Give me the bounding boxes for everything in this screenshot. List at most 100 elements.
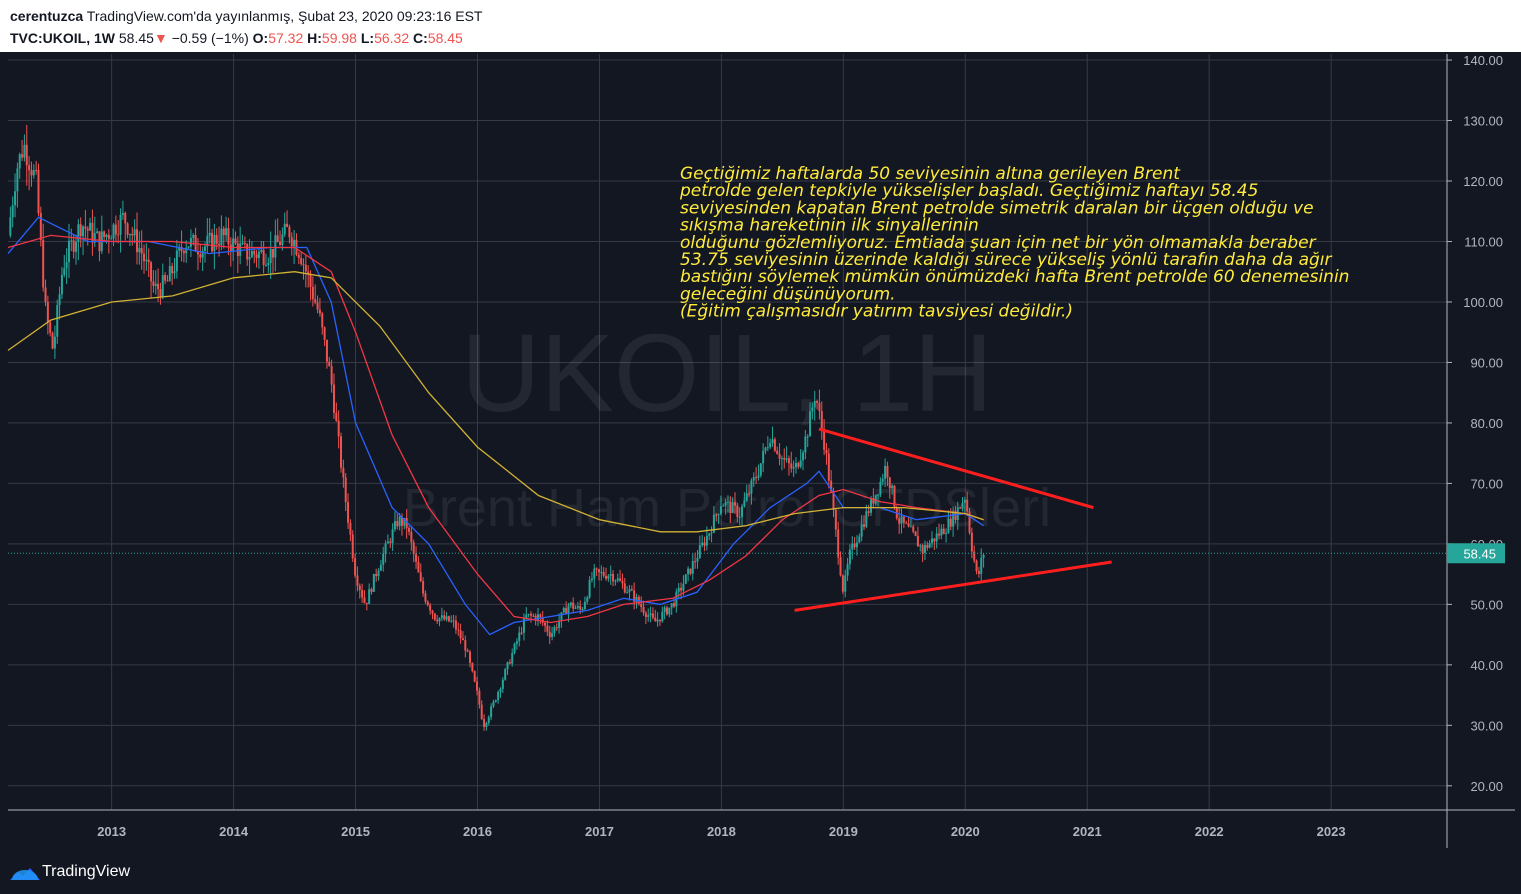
- chart-header: cerentuzca TradingView.com'da yayınlanmı…: [0, 0, 1521, 52]
- candle-body: [722, 505, 725, 507]
- candle-body: [544, 622, 547, 626]
- candle-body: [872, 498, 875, 504]
- candle-body: [520, 632, 523, 634]
- candle-body: [586, 597, 589, 602]
- candle-body: [201, 250, 204, 258]
- candle-body: [187, 246, 190, 248]
- candle-body: [792, 467, 795, 469]
- candle-body: [912, 526, 915, 532]
- y-axis-tick-label: 140.00: [1463, 53, 1503, 68]
- candle-body: [164, 275, 167, 281]
- candle-body: [515, 641, 518, 644]
- candle-body: [60, 274, 63, 295]
- candle-body: [719, 506, 722, 515]
- candle-body: [422, 581, 425, 594]
- candle-body: [492, 701, 495, 707]
- candle-body: [365, 602, 368, 604]
- candle-body: [49, 322, 52, 333]
- candle-body: [614, 580, 617, 582]
- candle-body: [694, 561, 697, 563]
- candle-body: [70, 240, 73, 242]
- candle-body: [518, 632, 521, 642]
- candle-body: [670, 603, 673, 608]
- candle-body: [377, 570, 380, 577]
- candle-body: [145, 259, 148, 262]
- candle-body: [203, 246, 206, 251]
- candle-body: [419, 572, 422, 582]
- price-chart[interactable]: 20.0030.0040.0050.0060.0070.0080.0090.00…: [0, 52, 1521, 852]
- candle-body: [680, 587, 683, 591]
- candle-body: [717, 514, 720, 516]
- candle-body: [844, 575, 847, 592]
- last-price-tag: [1447, 543, 1505, 564]
- candle-body: [794, 463, 797, 468]
- candle-body: [938, 533, 941, 536]
- tradingview-brand[interactable]: TradingView: [42, 863, 131, 880]
- author-name[interactable]: cerentuzca: [10, 8, 84, 24]
- candle-body: [403, 517, 406, 526]
- candle-body: [18, 154, 21, 169]
- candle-body: [257, 251, 260, 258]
- candle-body: [75, 241, 78, 252]
- candle-body: [272, 249, 275, 258]
- candle-body: [86, 228, 89, 231]
- candle-body: [438, 617, 441, 622]
- candle-body: [715, 514, 718, 516]
- candle-body: [307, 271, 310, 275]
- candle-body: [766, 447, 769, 449]
- candle-body: [839, 557, 842, 576]
- y-axis-tick-label: 80.00: [1470, 416, 1503, 431]
- candle-body: [651, 613, 654, 618]
- candle-body: [689, 568, 692, 574]
- candle-body: [579, 606, 582, 610]
- candle-body: [159, 289, 162, 297]
- candle-body: [905, 522, 908, 524]
- candle-body: [304, 264, 307, 272]
- candle-body: [213, 234, 216, 252]
- candle-body: [816, 401, 819, 403]
- candle-body: [318, 309, 321, 314]
- last-price-tag-label: 58.45: [1463, 546, 1496, 561]
- candle-body: [337, 420, 340, 437]
- candle-body: [192, 234, 195, 238]
- candle-body: [236, 243, 239, 256]
- candle-body: [199, 254, 202, 258]
- candle-body: [454, 620, 457, 630]
- candle-body: [415, 554, 418, 562]
- candle-body: [117, 234, 120, 236]
- candle-body: [44, 287, 47, 303]
- candle-body: [776, 450, 779, 454]
- candle-body: [150, 262, 153, 282]
- candle-body: [84, 226, 87, 229]
- candle-body: [928, 543, 931, 548]
- candle-body: [147, 259, 150, 263]
- candle-body: [923, 545, 926, 553]
- tradingview-logo-icon[interactable]: [8, 862, 42, 884]
- candle-body: [288, 226, 291, 238]
- y-axis-tick-label: 70.00: [1470, 476, 1503, 491]
- candle-body: [161, 275, 164, 297]
- candle-body: [351, 534, 354, 559]
- candle-body: [980, 557, 983, 574]
- candle-body: [431, 610, 434, 614]
- candle-body: [508, 662, 511, 664]
- candle-body: [677, 587, 680, 592]
- candle-body: [126, 223, 129, 235]
- candle-body: [757, 475, 760, 478]
- candle-body: [546, 625, 549, 632]
- candle-body: [171, 266, 174, 274]
- candle-body: [225, 228, 228, 236]
- candle-body: [609, 573, 612, 576]
- candle-body: [208, 232, 211, 236]
- candle-body: [182, 250, 185, 254]
- candle-body: [466, 650, 469, 652]
- candle-body: [902, 516, 905, 523]
- candle-body: [140, 248, 143, 254]
- candle-body: [703, 542, 706, 546]
- candle-body: [332, 384, 335, 413]
- candle-body: [588, 580, 591, 598]
- symbol-label: TVC:UKOIL, 1W: [10, 30, 115, 46]
- candle-body: [797, 463, 800, 467]
- candle-body: [328, 361, 331, 367]
- candle-body: [178, 246, 181, 251]
